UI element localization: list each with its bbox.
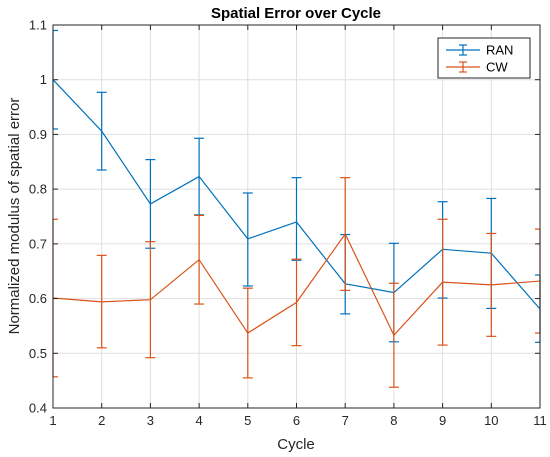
x-tick-label: 4 [195, 413, 202, 428]
legend-label: RAN [486, 43, 513, 58]
error-bar [194, 214, 205, 305]
x-tick-label: 11 [533, 413, 547, 428]
y-tick-label: 0.9 [29, 127, 47, 142]
legend: RAN CW [437, 37, 531, 79]
error-bar [242, 192, 253, 287]
error-bar [145, 241, 156, 359]
x-tick-label: 7 [342, 413, 349, 428]
y-tick-label: 1 [40, 72, 47, 87]
error-bar [437, 218, 448, 346]
error-bar [242, 287, 253, 379]
chart-title: Spatial Error over Cycle [211, 5, 381, 22]
error-bar [340, 177, 351, 291]
x-axis-label: Cycle [277, 436, 315, 453]
y-tick-label: 1.1 [29, 18, 47, 33]
x-tick-label: 1 [49, 413, 56, 428]
x-tick-label: 8 [390, 413, 397, 428]
y-tick-label: 0.4 [29, 401, 47, 416]
x-tick-label: 5 [244, 413, 251, 428]
error-bar [96, 254, 107, 349]
error-bar [96, 91, 107, 171]
y-tick-label: 0.8 [29, 182, 47, 197]
y-tick-label: 0.5 [29, 346, 47, 361]
error-bar [388, 282, 399, 388]
legend-item-ran: RAN [446, 43, 513, 58]
x-tick-label: 10 [484, 413, 498, 428]
legend-label: CW [486, 60, 508, 75]
y-axis-label: Normalized modulus of spatial error [6, 98, 23, 335]
error-bar [486, 232, 497, 337]
ticks: 1 2 3 4 5 6 7 8 9 10 11 0.4 0.5 0.6 0.7 0.8 0.9 1 1.1 [29, 18, 547, 429]
y-tick-label: 0.6 [29, 291, 47, 306]
y-tick-label: 0.7 [29, 236, 47, 251]
error-bar [291, 258, 302, 347]
x-tick-label: 2 [98, 413, 105, 428]
legend-item-cw: CW [446, 60, 508, 75]
x-tick-label: 6 [293, 413, 300, 428]
legend-box [437, 37, 531, 79]
x-tick-label: 9 [439, 413, 446, 428]
x-tick-label: 3 [147, 413, 154, 428]
